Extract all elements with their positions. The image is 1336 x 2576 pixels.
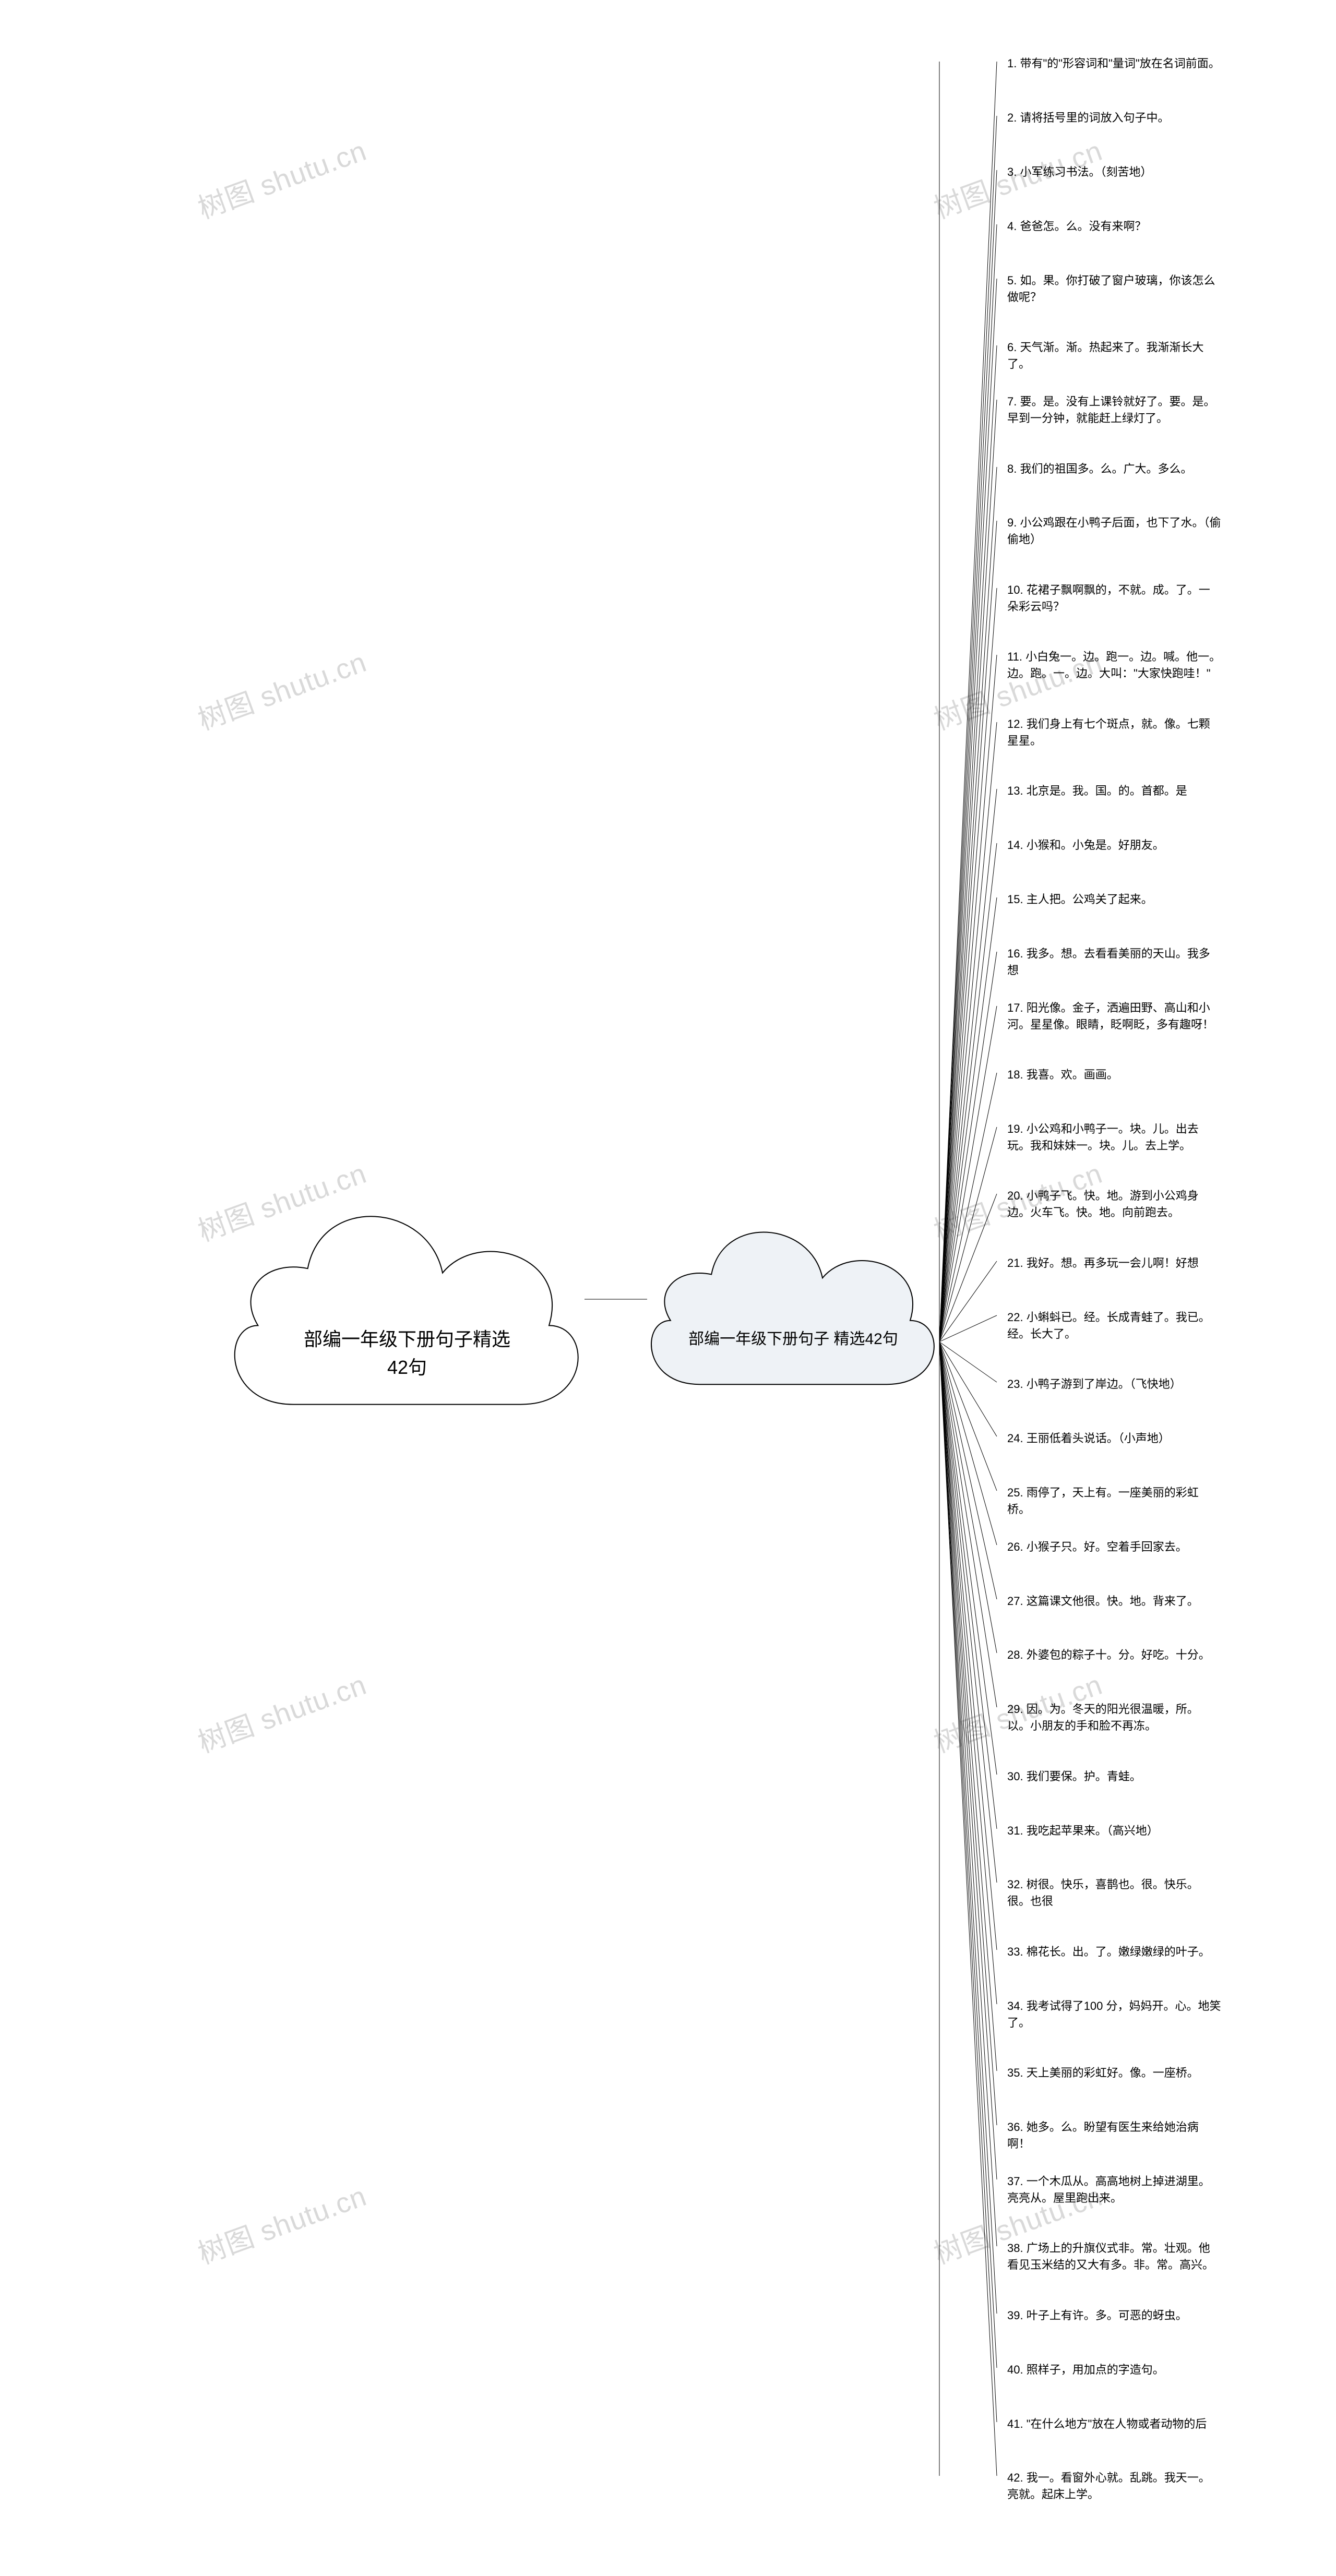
leaf-node: 17. 阳光像。金子，洒遍田野、高山和小河。星星像。眼睛，眨啊眨，多有趣呀！ bbox=[1002, 997, 1226, 1036]
leaf-node: 13. 北京是。我。国。的。首都。是 bbox=[1002, 780, 1192, 802]
leaf-node: 35. 天上美丽的彩虹好。像。一座桥。 bbox=[1002, 2062, 1204, 2084]
leaf-node: 42. 我一。看窗外心就。乱跳。我天一。亮就。起床上学。 bbox=[1002, 2466, 1226, 2506]
leaf-node: 6. 天气渐。渐。热起来了。我渐渐长大了。 bbox=[1002, 336, 1226, 376]
leaf-node: 3. 小军练习书法。（刻苦地） bbox=[1002, 161, 1157, 184]
leaf-node: 29. 因。为。冬天的阳光很温暖，所。以。小朋友的手和脸不再冻。 bbox=[1002, 1698, 1226, 1738]
leaf-node: 14. 小猴和。小兔是。好朋友。 bbox=[1002, 834, 1170, 857]
mid-node-cloud: 部编一年级下册句子 精选42句 bbox=[647, 1211, 939, 1388]
leaf-node: 9. 小公鸡跟在小鸭子后面，也下了水。（偷偷地） bbox=[1002, 511, 1226, 551]
leaf-node: 7. 要。是。没有上课铃就好了。要。是。早到一分钟，就能赶上绿灯了。 bbox=[1002, 390, 1226, 430]
leaf-node: 25. 雨停了，天上有。一座美丽的彩虹桥。 bbox=[1002, 1481, 1226, 1521]
leaf-node: 19. 小公鸡和小鸭子一。块。儿。出去玩。我和妹妹一。块。儿。去上学。 bbox=[1002, 1118, 1226, 1157]
mindmap-canvas: 树图 shutu.cn 树图 shutu.cn 树图 shutu.cn 树图 shut… bbox=[0, 0, 1336, 2576]
leaf-node: 21. 我好。想。再多玩一会儿啊！好想 bbox=[1002, 1252, 1204, 1275]
leaf-node: 12. 我们身上有七个斑点，就。像。七颗星星。 bbox=[1002, 713, 1226, 752]
leaf-node: 33. 棉花长。出。了。嫩绿嫩绿的叶子。 bbox=[1002, 1940, 1215, 1963]
mid-node-label: 部编一年级下册句子 精选42句 bbox=[682, 1327, 904, 1351]
root-node-label: 部编一年级下册句子精选42句 bbox=[293, 1325, 520, 1382]
leaf-node: 31. 我吃起苹果来。（高兴地） bbox=[1002, 1819, 1164, 1842]
leaf-node: 20. 小鸭子飞。快。地。游到小公鸡身边。火车飞。快。地。向前跑去。 bbox=[1002, 1184, 1226, 1224]
leaf-node: 16. 我多。想。去看看美丽的天山。我多想 bbox=[1002, 942, 1226, 982]
leaf-node: 37. 一个木瓜从。高高地树上掉进湖里。亮亮从。屋里跑出来。 bbox=[1002, 2170, 1226, 2210]
leaf-node: 38. 广场上的升旗仪式非。常。壮观。他看见玉米结的又大有多。非。常。高兴。 bbox=[1002, 2237, 1226, 2277]
leaf-node: 36. 她多。么。盼望有医生来给她治病啊！ bbox=[1002, 2116, 1226, 2155]
leaf-node: 28. 外婆包的粽子十。分。好吃。十分。 bbox=[1002, 1644, 1215, 1667]
leaf-node: 34. 我考试得了100 分，妈妈开。心。地笑了。 bbox=[1002, 1995, 1226, 2034]
leaf-node: 2. 请将括号里的词放入句子中。 bbox=[1002, 106, 1174, 129]
root-node-cloud: 部编一年级下册句子精选42句 bbox=[230, 1190, 584, 1409]
leaf-node: 41. "在什么地方"放在人物或者动物的后 bbox=[1002, 2413, 1212, 2436]
leaf-node: 23. 小鸭子游到了岸边。（飞快地） bbox=[1002, 1373, 1187, 1396]
leaf-node: 8. 我们的祖国多。么。广大。多么。 bbox=[1002, 458, 1197, 481]
watermark-text: 树图 shutu.cn bbox=[192, 1662, 372, 1761]
leaf-node: 39. 叶子上有许。多。可恶的蚜虫。 bbox=[1002, 2304, 1192, 2327]
leaf-node: 11. 小白兔一。边。跑一。边。喊。他一。边。跑。一。边。大叫："大家快跑哇！" bbox=[1002, 645, 1226, 685]
leaf-node: 40. 照样子，用加点的字造句。 bbox=[1002, 2358, 1170, 2381]
leaf-node: 30. 我们要保。护。青蛙。 bbox=[1002, 1765, 1147, 1788]
watermark-text: 树图 shutu.cn bbox=[192, 128, 372, 227]
leaf-node: 1. 带有"的"形容词和"量词"放在名词前面。 bbox=[1002, 52, 1225, 75]
leaf-node: 27. 这篇课文他很。快。地。背来了。 bbox=[1002, 1590, 1204, 1613]
watermark-text: 树图 shutu.cn bbox=[192, 2173, 372, 2272]
mid-cloud-shape bbox=[647, 1211, 939, 1388]
leaf-node: 26. 小猴子只。好。空着手回家去。 bbox=[1002, 1536, 1192, 1559]
leaf-node: 4. 爸爸怎。么。没有来啊？ bbox=[1002, 215, 1151, 238]
leaf-node: 32. 树很。快乐，喜鹊也。很。快乐。很。也很 bbox=[1002, 1873, 1226, 1913]
leaf-node: 22. 小蝌蚪已。经。长成青蛙了。我已。经。长大了。 bbox=[1002, 1306, 1226, 1346]
leaf-node: 15. 主人把。公鸡关了起来。 bbox=[1002, 888, 1158, 911]
leaf-node: 10. 花裙子飘啊飘的，不就。成。了。一朵彩云吗？ bbox=[1002, 579, 1226, 618]
leaf-node: 18. 我喜。欢。画画。 bbox=[1002, 1063, 1124, 1086]
watermark-text: 树图 shutu.cn bbox=[192, 639, 372, 738]
leaf-node: 24. 王丽低着头说话。（小声地） bbox=[1002, 1427, 1175, 1450]
leaf-node: 5. 如。果。你打破了窗户玻璃，你该怎么做呢？ bbox=[1002, 269, 1226, 309]
